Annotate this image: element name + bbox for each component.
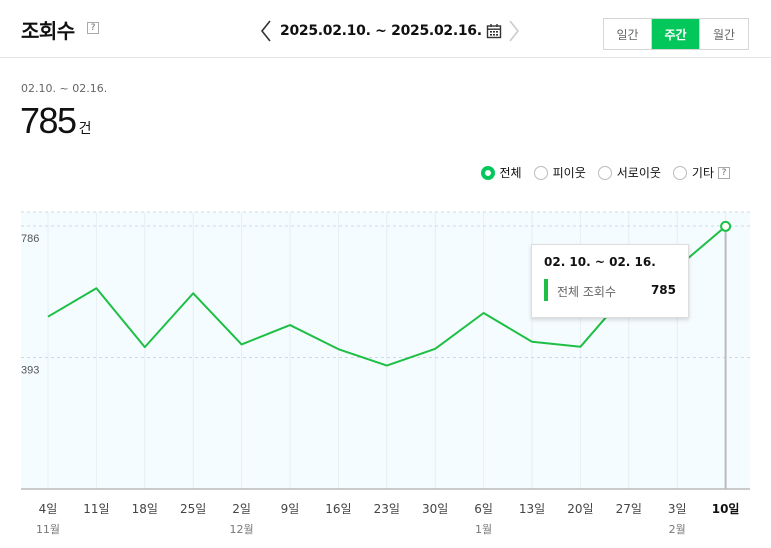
- stats-header: 조회수 ? 2025.02.10. ~ 2025.02.16.: [0, 0, 771, 58]
- x-tick-label: 3일: [668, 502, 687, 516]
- x-tick-label: 30일: [422, 502, 448, 516]
- tooltip-title: 02. 10. ~ 02. 16.: [544, 255, 656, 269]
- date-navigator: 2025.02.10. ~ 2025.02.16.: [258, 18, 522, 44]
- x-tick-label: 13일: [519, 502, 545, 516]
- x-month-label: 12월: [230, 523, 254, 536]
- y-tick-label: 786: [21, 233, 39, 245]
- chart-tooltip: 02. 10. ~ 02. 16. 전체 조회수 785: [531, 244, 689, 318]
- x-tick-label: 2일: [232, 502, 251, 516]
- radio-icon: [480, 165, 495, 180]
- chevron-left-icon: [260, 20, 271, 42]
- date-range-label: 2025.02.10. ~ 2025.02.16.: [280, 23, 482, 39]
- legend-label: 전체: [499, 166, 522, 180]
- legend-label: 서로이웃: [616, 166, 661, 180]
- tab-daily[interactable]: 일간: [604, 19, 652, 49]
- chevron-right-icon: [509, 20, 519, 42]
- legend-label: 기타: [691, 166, 714, 180]
- tab-monthly[interactable]: 월간: [700, 19, 748, 49]
- tooltip-value: 785: [650, 283, 676, 297]
- x-month-label: 2월: [669, 523, 686, 536]
- x-tick-label: 16일: [325, 502, 351, 516]
- chart-legend: 전체 피이웃 서로이웃 기타 ?: [469, 164, 730, 181]
- x-tick-label: 11일: [83, 502, 109, 516]
- period-tabs: 일간 주간 월간: [603, 18, 749, 50]
- summary-total: 785 건: [20, 100, 91, 142]
- x-tick-label: 4일: [39, 502, 58, 516]
- tooltip-series-marker: [544, 279, 548, 301]
- x-tick-label: 20일: [567, 502, 593, 516]
- radio-icon: [533, 165, 548, 180]
- legend-item-other[interactable]: 기타 ?: [672, 164, 730, 181]
- calendar-icon[interactable]: [486, 23, 502, 39]
- x-tick-label: 6일: [474, 502, 493, 516]
- x-tick-label: 9일: [281, 502, 300, 516]
- legend-item-all[interactable]: 전체: [480, 164, 522, 181]
- x-tick-label: 27일: [616, 502, 642, 516]
- tab-weekly[interactable]: 주간: [652, 19, 700, 49]
- x-month-label: 11월: [36, 523, 60, 536]
- x-tick-label: 18일: [132, 502, 158, 516]
- help-icon[interactable]: ?: [718, 166, 730, 179]
- prev-period-button[interactable]: [258, 19, 274, 43]
- tooltip-label: 전체 조회수: [557, 285, 617, 299]
- x-tick-label: 23일: [374, 502, 400, 516]
- help-icon[interactable]: ?: [87, 22, 99, 34]
- legend-item-mutual[interactable]: 서로이웃: [597, 164, 661, 181]
- radio-icon: [672, 165, 687, 180]
- page-title: 조회수: [21, 19, 75, 43]
- x-tick-label: 10일: [712, 502, 740, 516]
- y-tick-label: 393: [21, 365, 39, 377]
- legend-label: 피이웃: [552, 166, 586, 180]
- next-period-button[interactable]: [506, 19, 522, 43]
- x-tick-label: 25일: [180, 502, 206, 516]
- radio-icon: [597, 165, 612, 180]
- legend-item-neighbor[interactable]: 피이웃: [533, 164, 586, 181]
- total-views-value: 785: [20, 100, 77, 141]
- total-views-unit: 건: [78, 121, 92, 137]
- x-month-label: 1월: [475, 523, 492, 536]
- data-point-highlight: [720, 220, 732, 232]
- summary-period: 02.10. ~ 02.16.: [21, 82, 108, 95]
